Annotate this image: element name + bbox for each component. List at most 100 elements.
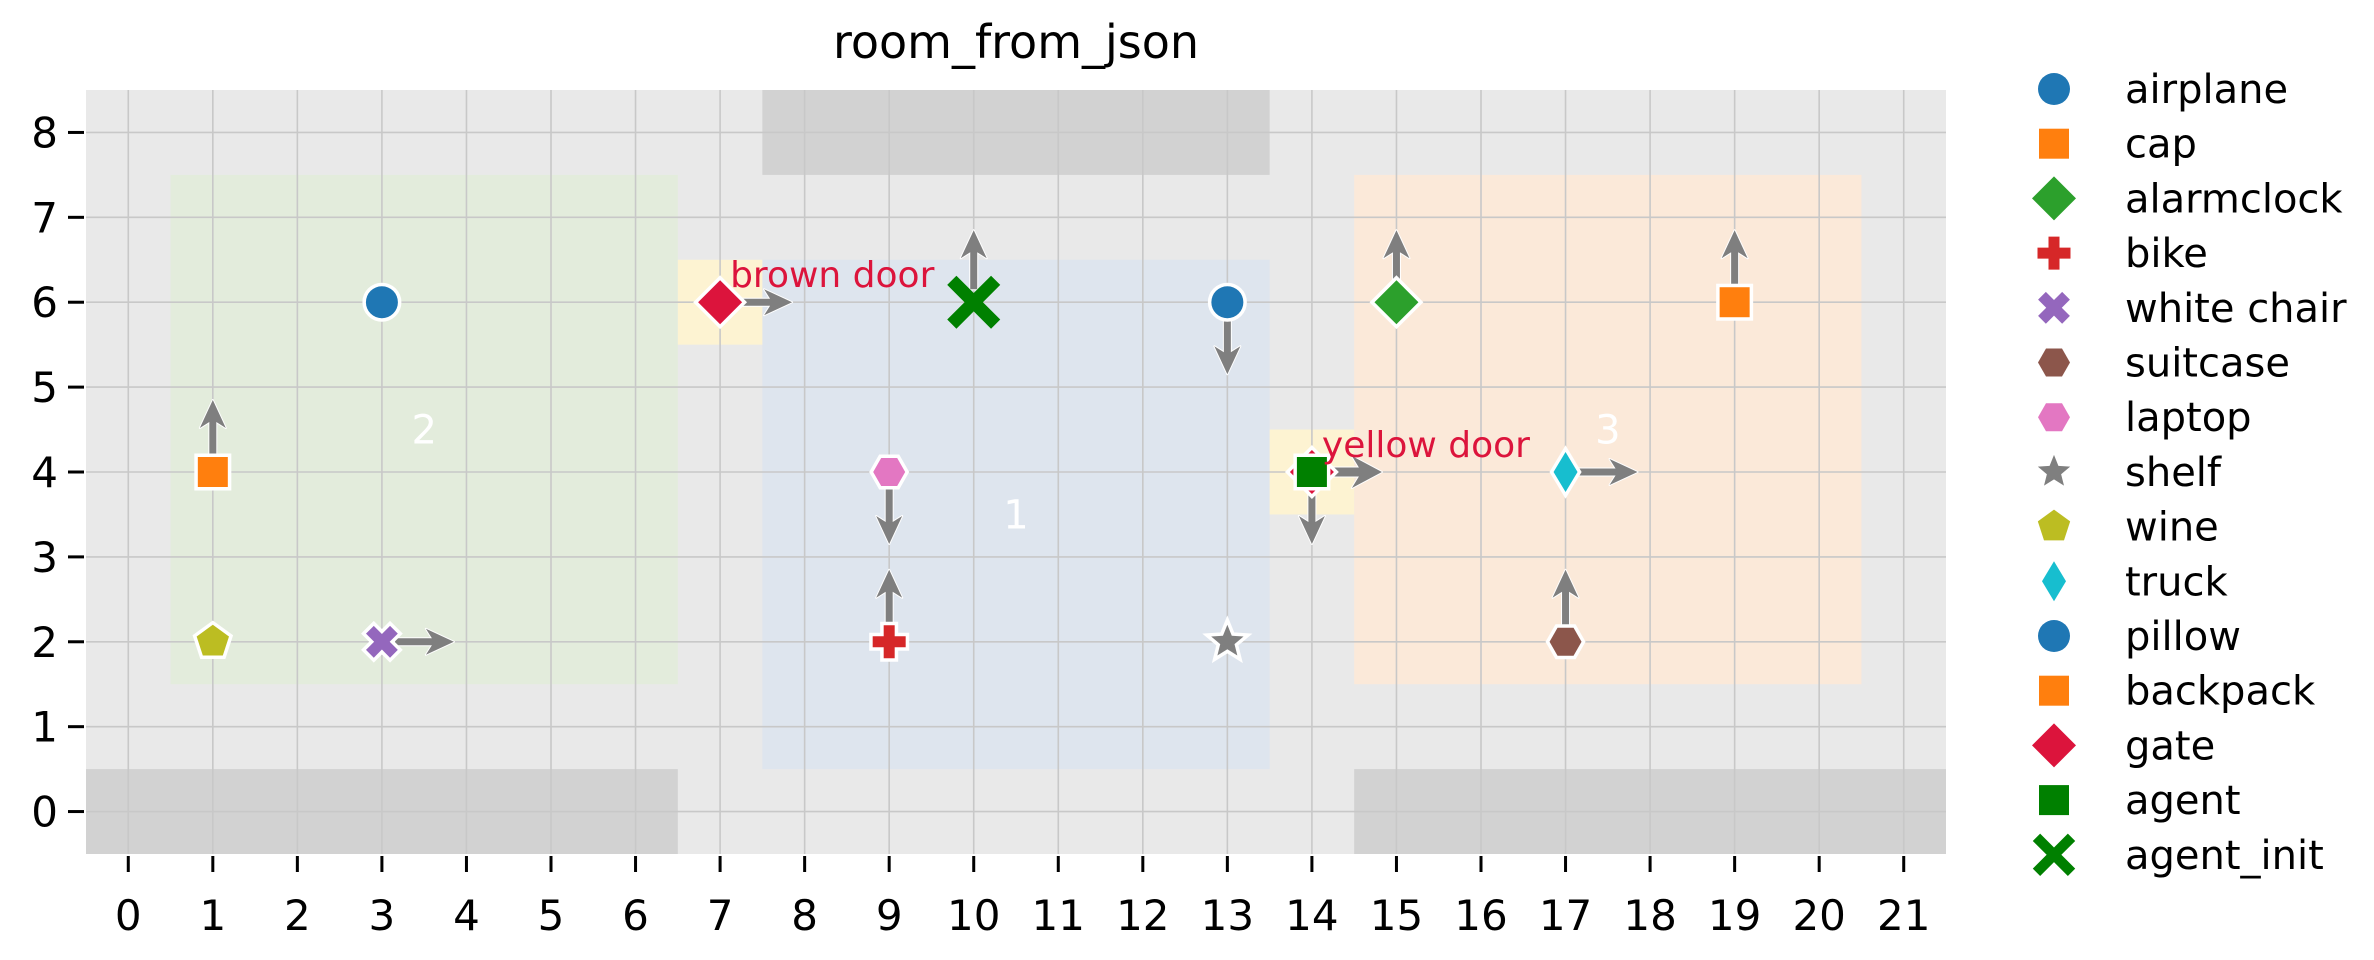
- legend-marker-group-backpack: [2035, 672, 2073, 710]
- marker-truck: [1549, 445, 1582, 499]
- legend-marker-group-agent_init: [2028, 829, 2080, 880]
- marker-alarmclock: [1369, 275, 1424, 330]
- legend-label-bike: bike: [2125, 231, 2208, 277]
- legend-item-laptop: laptop: [2033, 395, 2252, 441]
- marker-group-gate: [693, 275, 748, 330]
- x-tick-label-18: 18: [1623, 891, 1676, 940]
- legend-item-bike: bike: [2034, 231, 2208, 277]
- x-tick-label-14: 14: [1285, 891, 1338, 940]
- room-label-1: 1: [1003, 492, 1028, 538]
- legend-label-laptop: laptop: [2125, 395, 2252, 441]
- legend-marker-backpack: [2035, 672, 2073, 710]
- legend-marker-pillow: [2034, 616, 2074, 656]
- marker-white-chair: [361, 620, 403, 663]
- y-tick-label-8: 8: [31, 108, 58, 157]
- x-tick-label-9: 9: [876, 891, 903, 940]
- legend-label-agent: agent: [2125, 778, 2241, 824]
- legend-marker-group-pillow: [2034, 616, 2074, 656]
- marker-suitcase: [1545, 624, 1586, 660]
- arrow-agent_init-up: [959, 229, 988, 291]
- marker-agent: [1293, 453, 1331, 491]
- x-tick-label-10: 10: [947, 891, 1000, 940]
- marker-airplane: [362, 282, 402, 322]
- legend-marker-group-agent: [2035, 781, 2073, 819]
- arrow-group-suitcase: [1551, 568, 1580, 630]
- room-label-2: 2: [411, 408, 436, 454]
- room-label-3: 3: [1595, 408, 1620, 454]
- marker-group-agent_init: [947, 275, 1001, 329]
- marker-group-pillow: [1207, 282, 1247, 322]
- legend-marker-group-wine: [2033, 505, 2075, 544]
- x-tick-label-15: 15: [1370, 891, 1423, 940]
- marker-group-backpack: [1716, 283, 1754, 321]
- door-label-yellow-door: yellow door: [1322, 425, 1530, 466]
- x-tick-label-1: 1: [199, 891, 226, 940]
- marker-group-bike: [869, 621, 910, 662]
- arrow-group-truck: [1577, 458, 1639, 486]
- legend-marker-group-white-chair: [2033, 286, 2075, 329]
- x-tick-label-20: 20: [1792, 891, 1845, 940]
- legend-marker-airplane: [2034, 69, 2074, 109]
- legend-item-pillow: pillow: [2034, 614, 2241, 660]
- legend-marker-group-alarmclock: [2027, 171, 2081, 226]
- legend-marker-group-laptop: [2033, 399, 2075, 435]
- y-tick-label-1: 1: [31, 703, 58, 752]
- door-label-brown-door: brown door: [730, 255, 934, 296]
- x-tick-label-3: 3: [369, 891, 396, 940]
- legend-marker-cap: [2035, 125, 2073, 163]
- arrow-group-laptop: [875, 484, 904, 545]
- marker-group-laptop: [869, 454, 910, 490]
- legend-marker-laptop: [2033, 399, 2075, 435]
- marker-shelf: [1202, 615, 1253, 664]
- legend-marker-group-cap: [2035, 125, 2073, 163]
- x-tick-label-6: 6: [622, 891, 649, 940]
- x-tick-label-5: 5: [538, 891, 565, 940]
- legend-item-wine: wine: [2033, 505, 2219, 551]
- legend-label-wine: wine: [2125, 505, 2219, 551]
- marker-group-truck: [1549, 445, 1582, 499]
- arrow-group-cap: [198, 399, 227, 460]
- legend-label-pillow: pillow: [2125, 614, 2241, 660]
- chart-title: room_from_json: [833, 15, 1199, 69]
- marker-group-suitcase: [1545, 624, 1586, 660]
- room-region-3: [1354, 174, 1862, 685]
- legend-label-airplane: airplane: [2125, 67, 2288, 113]
- y-tick-label-6: 6: [31, 278, 58, 327]
- marker-group-airplane: [362, 282, 402, 322]
- legend-label-agent_init: agent_init: [2125, 833, 2324, 879]
- legend-marker-truck: [2037, 554, 2071, 609]
- x-tick-label-12: 12: [1116, 891, 1169, 940]
- marker-group-white-chair: [361, 620, 403, 663]
- legend-item-suitcase: suitcase: [2033, 341, 2290, 387]
- arrow-group-backpack: [1720, 229, 1749, 291]
- arrow-white-chair-right: [393, 627, 455, 656]
- marker-group-cap: [194, 453, 232, 491]
- x-tick-label-13: 13: [1201, 891, 1254, 940]
- marker-cap: [194, 453, 232, 491]
- arrow-truck-right: [1577, 458, 1639, 486]
- legend-label-truck: truck: [2125, 559, 2228, 605]
- legend-item-truck: truck: [2037, 554, 2228, 609]
- legend-item-airplane: airplane: [2034, 67, 2288, 113]
- y-tick-label-5: 5: [31, 363, 58, 412]
- legend-marker-gate: [2027, 718, 2081, 773]
- y-tick-label-7: 7: [31, 193, 58, 242]
- legend-item-cap: cap: [2035, 122, 2197, 168]
- legend-item-agent_init: agent_init: [2028, 829, 2324, 880]
- x-tick-label-19: 19: [1708, 891, 1761, 940]
- arrow-backpack-up: [1720, 229, 1749, 291]
- legend-marker-group-shelf: [2028, 445, 2080, 494]
- legend-marker-shelf: [2028, 445, 2080, 494]
- legend-label-alarmclock: alarmclock: [2125, 176, 2343, 222]
- arrow-laptop-down: [875, 484, 904, 545]
- marker-laptop: [869, 454, 910, 490]
- marker-bike: [869, 621, 910, 662]
- legend-marker-agent: [2035, 781, 2073, 819]
- y-tick-label-4: 4: [31, 448, 58, 497]
- x-tick-label-16: 16: [1454, 891, 1507, 940]
- legend-item-shelf: shelf: [2028, 445, 2222, 496]
- legend-item-white-chair: white chair: [2033, 286, 2347, 332]
